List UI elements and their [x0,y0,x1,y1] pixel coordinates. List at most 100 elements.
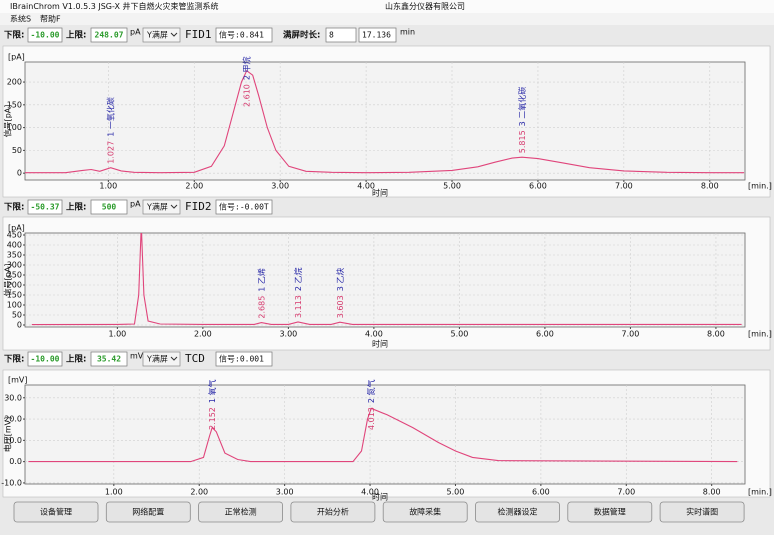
y-tick-label: 50 [12,146,22,155]
signal-field [215,351,273,367]
peak-time: 2.152 [208,407,217,430]
button-label[interactable]: 正常检测 [225,507,257,517]
x-tick-label: 6.00 [536,330,554,339]
x-tick-label: 1.00 [108,330,126,339]
company-name: 山东鑫分仪器有限公司 [385,1,465,11]
lower-label: 下限: [4,203,24,213]
y-tick-label: -10.0 [1,478,22,487]
button[interactable] [567,501,653,523]
duration-label: 满屏时长: [283,30,320,41]
y-tick-label: 450 [7,231,22,240]
button-label[interactable]: 开始分析 [317,507,349,517]
peak-name: 2 甲烷 [241,56,251,80]
button[interactable] [290,501,376,523]
lower-label: 下限: [4,31,24,41]
duration-input[interactable] [325,27,357,43]
button[interactable] [475,501,560,523]
x-tick-label: 3.00 [271,182,289,191]
plot-area [24,61,746,181]
signal-field [215,199,273,215]
title-bar [0,0,774,13]
duration-total: 17.136 [362,31,391,40]
lower-input[interactable] [27,27,63,43]
x-tick-label: 3.00 [279,330,297,339]
x-tick-label: 4.00 [365,330,383,339]
y-tick-label: 50 [12,311,22,320]
duration-field [358,27,397,43]
button-label[interactable]: 故障采集 [409,507,441,517]
peak-label: 2.152 1 氧气 [207,379,217,430]
plot-area [24,232,746,328]
button-label[interactable]: 数据管理 [594,507,626,517]
button[interactable] [105,501,191,523]
lower-value: -10.00 [31,31,60,40]
plot-area [24,384,746,485]
button-label[interactable]: 检测器设定 [498,507,538,517]
upper-input[interactable] [90,199,128,215]
y-tick-label: 10.0 [4,436,22,445]
dropdown-arrow [170,204,178,209]
menu-item[interactable]: 帮助F [40,14,61,24]
upper-value: 248.07 [95,31,124,40]
button[interactable] [659,501,745,523]
detector-name: FID2 [185,200,212,213]
y-axis-title: 电压[mV] [3,417,13,453]
peak-label: 4.013 2 氮气 [366,379,376,430]
x-tick-label: 2.00 [185,182,203,191]
upper-input[interactable] [90,27,128,43]
signal-value: 信号:-0.00T [219,202,269,212]
y-unit: [mV] [8,376,28,385]
signal-field [215,27,273,43]
button-label[interactable]: 设备管理 [40,507,72,517]
y-tick-label: 0 [17,321,22,330]
x-tick-label: 8.00 [703,488,721,497]
lower-input[interactable] [27,199,63,215]
chromatogram-line [31,233,742,326]
x-axis-title: 时间 [372,492,388,502]
button[interactable] [198,501,284,523]
peak-label: 5.815 3 二氧化碳 [517,87,527,154]
upper-label: 上限: [66,354,86,365]
lower-value: -50.37 [31,203,60,212]
x-tick-label: 5.00 [447,488,465,497]
lower-label: 下限: [4,355,24,365]
peak-name: 1 乙烯 [256,268,266,292]
peak-name: 1 一氧化碳 [105,97,115,137]
peak-label: 3.113 2 乙烷 [293,267,303,318]
mode-select[interactable] [142,199,181,215]
button[interactable] [13,501,99,523]
x-axis-title: 时间 [372,339,388,349]
signal-value: 信号:0.001 [219,354,264,364]
y-tick-label: 100 [7,123,22,132]
peak-name: 2 氮气 [366,379,376,403]
mode-select[interactable] [142,351,181,367]
x-tick-label: 3.00 [276,488,294,497]
x-tick-label: 1.00 [105,488,123,497]
x-tick-label: 7.00 [615,182,633,191]
chromatogram-line [25,69,745,174]
y-tick-label: 0.0 [9,457,22,466]
peak-time: 4.013 [367,407,376,430]
y-tick-label: 20.0 [4,415,22,424]
lower-input[interactable] [27,351,63,367]
mode-value: Y满屏 [146,354,168,364]
peak-label: 3.603 3 乙炔 [334,268,344,319]
unit: pA [130,28,141,37]
mode-value: Y满屏 [146,30,168,40]
button-label[interactable]: 实时谱图 [686,507,718,517]
upper-value: 500 [102,203,117,212]
button-label[interactable]: 网络配置 [132,507,164,517]
peak-time: 3.113 [294,295,303,318]
button[interactable] [382,501,468,523]
x-tick-label: 4.00 [357,182,375,191]
unit: mV [130,352,144,361]
y-tick-label: 150 [7,100,22,109]
mode-select[interactable] [142,27,181,43]
upper-input[interactable] [90,351,128,367]
menu-item[interactable]: 系统S [10,14,31,24]
y-tick-label: 300 [7,261,22,270]
x-tick-label: 1.00 [99,182,117,191]
x-tick-label: 2.00 [194,330,212,339]
app-title: IBrainChrom V1.0.5.3 JSG-X 井下自燃火灾束管监测系统 [10,1,218,11]
peak-time: 2.685 [257,296,266,319]
